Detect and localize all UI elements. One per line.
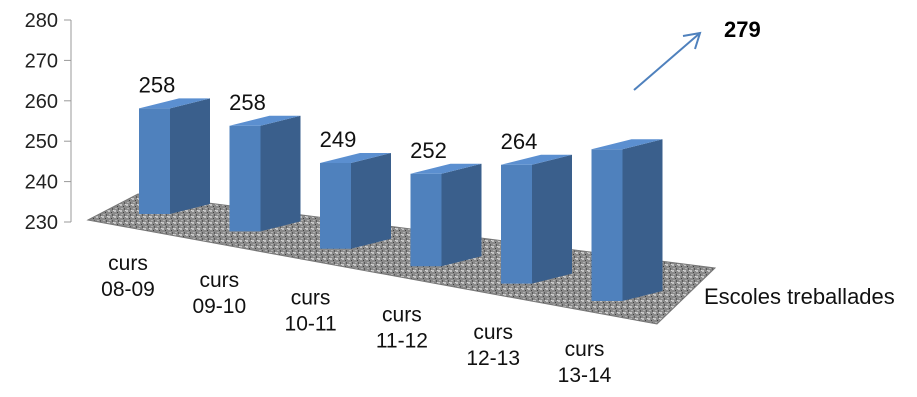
y-tick-label: 230: [25, 212, 58, 234]
category-label-line: curs: [291, 286, 331, 309]
bar-top: [410, 163, 482, 174]
bar-top: [501, 154, 572, 165]
data-label: 264: [501, 129, 538, 154]
category-label-line: 10-11: [285, 312, 337, 335]
bar-top: [229, 115, 301, 126]
category-label: curs 11-12: [376, 304, 428, 353]
category-label-line: curs: [382, 304, 422, 327]
data-label: 252: [410, 138, 447, 163]
series-label: Escoles treballades: [704, 284, 895, 309]
bar-side: [441, 163, 482, 267]
bar-4: 252: [410, 138, 482, 267]
bar-side: [532, 154, 572, 284]
bar-front: [410, 173, 442, 267]
bar-front: [591, 149, 623, 301]
category-label: curs 10-11: [285, 286, 337, 335]
bar-top: [139, 98, 210, 109]
category-label-line: 09-10: [192, 295, 246, 318]
category-label-line: 12-13: [466, 347, 520, 370]
bar-side: [260, 115, 301, 232]
bar-side: [170, 98, 210, 214]
bar-side: [351, 153, 391, 249]
trend-arrow: [633, 31, 702, 91]
category-label-line: curs: [108, 252, 148, 275]
y-tick-label: 270: [25, 50, 58, 72]
bar-front: [139, 108, 170, 214]
bar-front: [320, 163, 351, 249]
category-label-line: 08-09: [101, 278, 155, 301]
bar-5: 264: [501, 129, 572, 284]
category-label-line: curs: [565, 338, 605, 361]
y-tick-label: 240: [25, 172, 58, 194]
bar-front: [501, 164, 532, 284]
bar-front: [229, 125, 261, 232]
data-label: 258: [229, 90, 266, 115]
trend-value-label: 279: [724, 17, 761, 42]
bar-top: [320, 153, 391, 163]
category-label-line: curs: [199, 269, 239, 292]
bar-3: 249: [320, 127, 391, 249]
bar-side: [622, 139, 663, 301]
category-label: curs 09-10: [192, 269, 246, 318]
bar-top: [591, 139, 663, 150]
y-tick-label: 260: [25, 91, 58, 113]
category-label: curs 12-13: [466, 321, 520, 370]
data-label: 258: [139, 72, 176, 97]
category-label: curs 08-09: [101, 252, 155, 301]
data-label: 249: [320, 127, 357, 152]
bar-2: 258: [229, 90, 301, 232]
category-label-line: curs: [473, 321, 513, 344]
y-tick-label: 250: [25, 131, 58, 153]
bar-1: 258: [139, 72, 210, 214]
category-label: curs 13-14: [558, 338, 612, 387]
category-label-line: 11-12: [376, 330, 428, 353]
category-label-line: 13-14: [558, 364, 612, 387]
y-tick-label: 280: [25, 10, 58, 32]
bar-6: [591, 139, 663, 301]
